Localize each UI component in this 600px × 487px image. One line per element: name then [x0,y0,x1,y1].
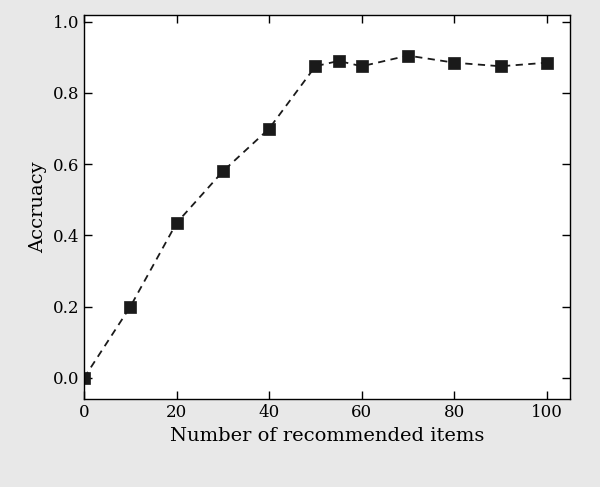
X-axis label: Number of recommended items: Number of recommended items [170,427,484,445]
Y-axis label: Accruacy: Accruacy [29,161,47,253]
